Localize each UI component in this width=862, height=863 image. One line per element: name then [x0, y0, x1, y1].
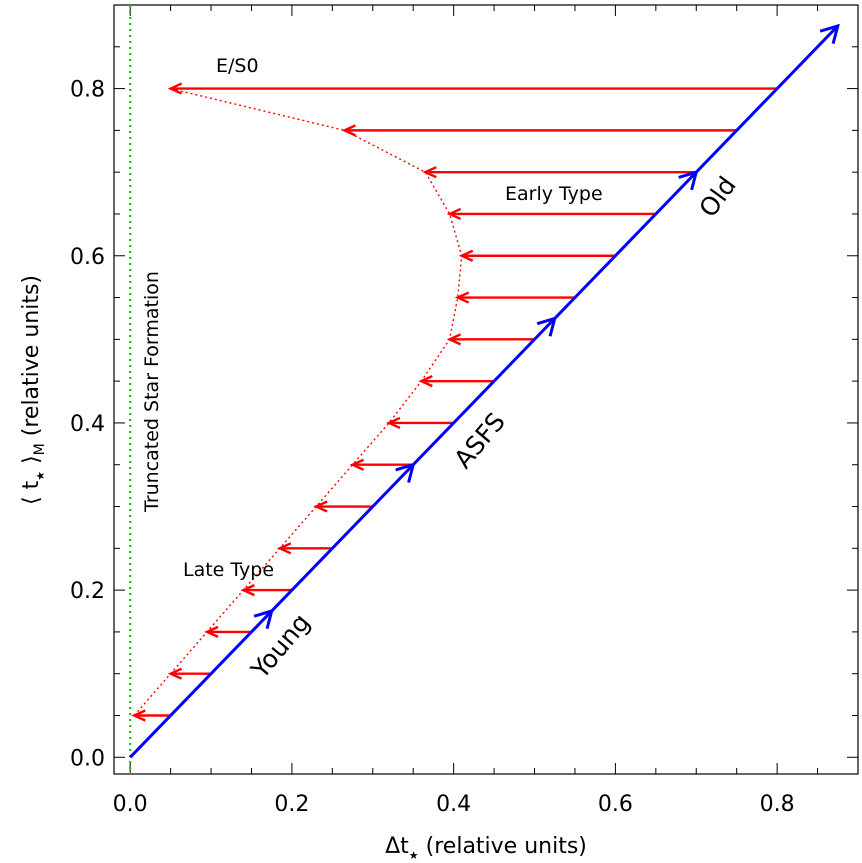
truncation-arrow — [313, 500, 373, 513]
truncation-arrow — [204, 625, 252, 638]
arrow-head — [131, 709, 146, 722]
young-label: Young — [245, 608, 316, 685]
truncation-arrow — [131, 709, 171, 722]
old-label: Old — [693, 171, 741, 222]
arrow-head — [276, 542, 292, 555]
plot-frame — [113, 4, 859, 775]
truncation-arrow — [446, 333, 535, 346]
truncation-arrow — [240, 584, 292, 597]
arrow-head — [167, 667, 183, 680]
late-type-label: Late Type — [183, 559, 274, 581]
truncation-arrow — [422, 166, 697, 179]
y-tick-labels: 0.0 0.2 0.4 0.6 0.8 — [70, 78, 105, 772]
arrow-head — [418, 375, 433, 388]
y-tick-label: 0.4 — [70, 412, 105, 437]
arrow-head — [386, 416, 401, 430]
asfs-direction-arrow — [536, 316, 557, 337]
arrow-head — [454, 291, 470, 304]
axis-ticks — [114, 4, 859, 774]
y-tick-label: 0.6 — [70, 245, 105, 270]
asfs-direction-arrow — [395, 462, 416, 483]
x-tick-label: 0.2 — [274, 792, 309, 817]
arrow-head — [349, 458, 365, 471]
x-tick-labels: 0.0 0.2 0.4 0.6 0.8 — [113, 792, 795, 817]
arrow-head — [313, 500, 328, 513]
arrow-head — [167, 82, 183, 95]
y-axis-label: ⟨ t★ ⟩M (relative units) — [19, 275, 48, 505]
asfs-direction-arrow — [253, 608, 274, 630]
truncation-arrow — [454, 291, 575, 304]
truncation-arrow — [167, 667, 212, 680]
y-tick-label: 0.0 — [70, 746, 105, 771]
truncation-arrows — [131, 82, 778, 722]
arrow-head — [446, 333, 462, 346]
truncated-star-formation-label: Truncated Star Formation — [141, 271, 163, 513]
truncation-arrow — [418, 375, 495, 388]
early-type-label: Early Type — [505, 183, 603, 205]
arrow-head — [446, 207, 462, 221]
asfs-end-arrow — [819, 23, 840, 45]
arrow-head — [240, 584, 255, 597]
truncation-arrow — [458, 249, 616, 262]
truncation-arrow — [446, 207, 656, 221]
y-tick-label: 0.8 — [70, 78, 105, 103]
x-tick-label: 0.6 — [598, 792, 633, 817]
asfs-direction-arrow — [678, 169, 699, 191]
x-tick-label: 0.8 — [760, 792, 795, 817]
y-tick-label: 0.2 — [70, 579, 105, 604]
asfs-direction-marks — [253, 23, 840, 630]
truncation-arrow — [349, 458, 414, 471]
x-axis-label: Δt★ (relative units) — [385, 834, 587, 862]
x-tick-label: 0.4 — [436, 792, 471, 817]
asfs-line — [129, 24, 839, 759]
arrow-head — [341, 124, 356, 137]
truncation-arrow — [341, 124, 737, 137]
arrow-head — [204, 625, 219, 638]
truncation-arrow — [386, 416, 454, 430]
arrow-head — [458, 249, 474, 262]
truncation-arrow — [276, 542, 333, 555]
arrow-head — [422, 166, 437, 179]
e-s0-label: E/S0 — [216, 55, 259, 77]
x-tick-label: 0.0 — [113, 792, 148, 817]
truncation-arrow — [167, 82, 778, 95]
